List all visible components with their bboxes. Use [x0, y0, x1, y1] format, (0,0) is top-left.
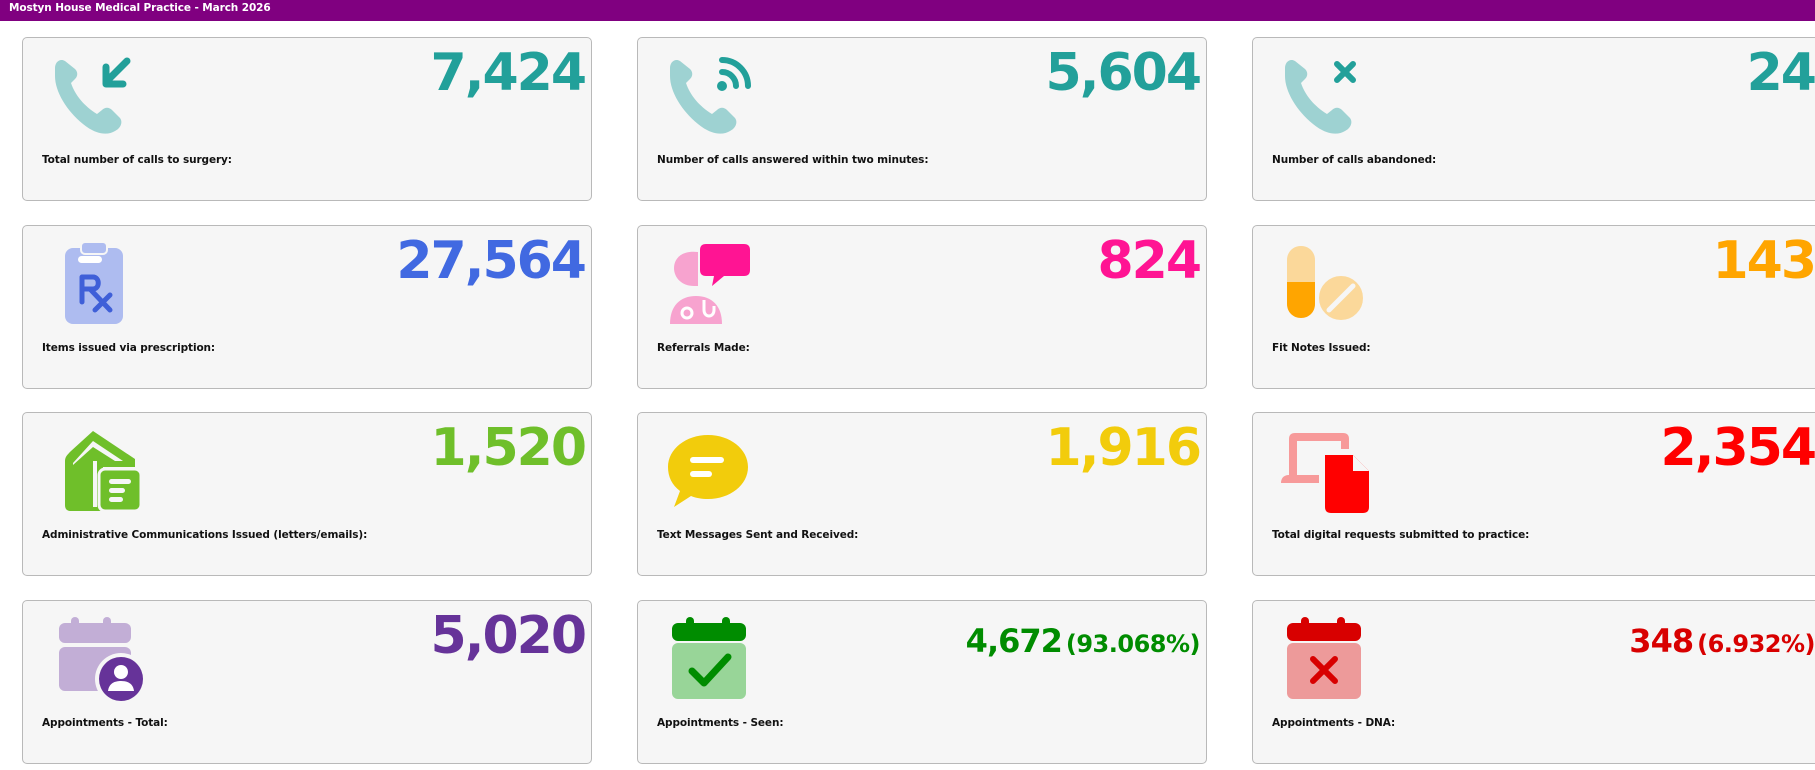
total-calls-label: Total number of calls to surgery:: [42, 154, 232, 166]
card-total-calls: 7,424 Total number of calls to surgery:: [22, 37, 592, 201]
card-fit-notes: 143 Fit Notes Issued:: [1252, 225, 1815, 389]
card-digital-requests: 2,354 Total digital requests submitted t…: [1252, 412, 1815, 576]
appointments-dna-percent: (6.932%): [1697, 630, 1815, 658]
text-messages-value: 1,916: [1045, 418, 1202, 478]
appointments-seen-percent: (93.068%): [1065, 630, 1201, 658]
appointments-seen-count: 4,672: [965, 622, 1063, 660]
calls-abandoned-value: 24: [1746, 43, 1815, 103]
calendar-user-icon: [45, 615, 145, 705]
appointments-seen-label: Appointments - Seen:: [657, 717, 784, 729]
pills-icon: [1275, 240, 1375, 330]
card-referrals: 824 Referrals Made:: [637, 225, 1207, 389]
calls-answered-label: Number of calls answered within two minu…: [657, 154, 929, 166]
card-admin-comms: 1,520 Administrative Communications Issu…: [22, 412, 592, 576]
calendar-check-icon: [660, 615, 760, 705]
page-title: Mostyn House Medical Practice - March 20…: [9, 2, 271, 14]
message-icon: [660, 427, 760, 517]
doctor-chat-icon: [660, 240, 760, 330]
digital-requests-value: 2,354: [1660, 418, 1815, 478]
card-calls-abandoned: 24 Number of calls abandoned:: [1252, 37, 1815, 201]
appointments-total-value: 5,020: [430, 606, 587, 666]
fit-notes-label: Fit Notes Issued:: [1272, 342, 1371, 354]
digital-requests-label: Total digital requests submitted to prac…: [1272, 529, 1530, 541]
card-appointments-total: 5,020 Appointments - Total:: [22, 600, 592, 764]
phone-missed-icon: [1275, 52, 1375, 142]
phone-signal-icon: [660, 52, 760, 142]
calendar-cross-icon: [1275, 615, 1375, 705]
prescriptions-label: Items issued via prescription:: [42, 342, 216, 354]
referrals-label: Referrals Made:: [657, 342, 750, 354]
device-file-icon: [1275, 427, 1375, 517]
admin-comms-label: Administrative Communications Issued (le…: [42, 529, 368, 541]
admin-comms-value: 1,520: [430, 418, 587, 478]
card-appointments-seen: 4,672 (93.068%) Appointments - Seen:: [637, 600, 1207, 764]
card-calls-answered: 5,604 Number of calls answered within tw…: [637, 37, 1207, 201]
calls-abandoned-label: Number of calls abandoned:: [1272, 154, 1437, 166]
card-appointments-dna: 348 (6.932%) Appointments - DNA:: [1252, 600, 1815, 764]
appointments-seen-value: 4,672 (93.068%): [965, 621, 1201, 664]
text-messages-label: Text Messages Sent and Received:: [657, 529, 859, 541]
header-bar: Mostyn House Medical Practice - March 20…: [0, 0, 1815, 21]
prescription-icon: [45, 240, 145, 330]
appointments-dna-count: 348: [1629, 622, 1694, 660]
appointments-dna-value: 348 (6.932%): [1629, 621, 1815, 664]
appointments-dna-label: Appointments - DNA:: [1272, 717, 1396, 729]
prescriptions-value: 27,564: [396, 231, 587, 291]
calls-answered-value: 5,604: [1045, 43, 1202, 103]
card-text-messages: 1,916 Text Messages Sent and Received:: [637, 412, 1207, 576]
house-document-icon: [45, 427, 145, 517]
appointments-total-label: Appointments - Total:: [42, 717, 168, 729]
referrals-value: 824: [1097, 231, 1202, 291]
total-calls-value: 7,424: [430, 43, 587, 103]
phone-incoming-icon: [45, 52, 145, 142]
card-prescriptions: 27,564 Items issued via prescription:: [22, 225, 592, 389]
fit-notes-value: 143: [1712, 231, 1815, 291]
